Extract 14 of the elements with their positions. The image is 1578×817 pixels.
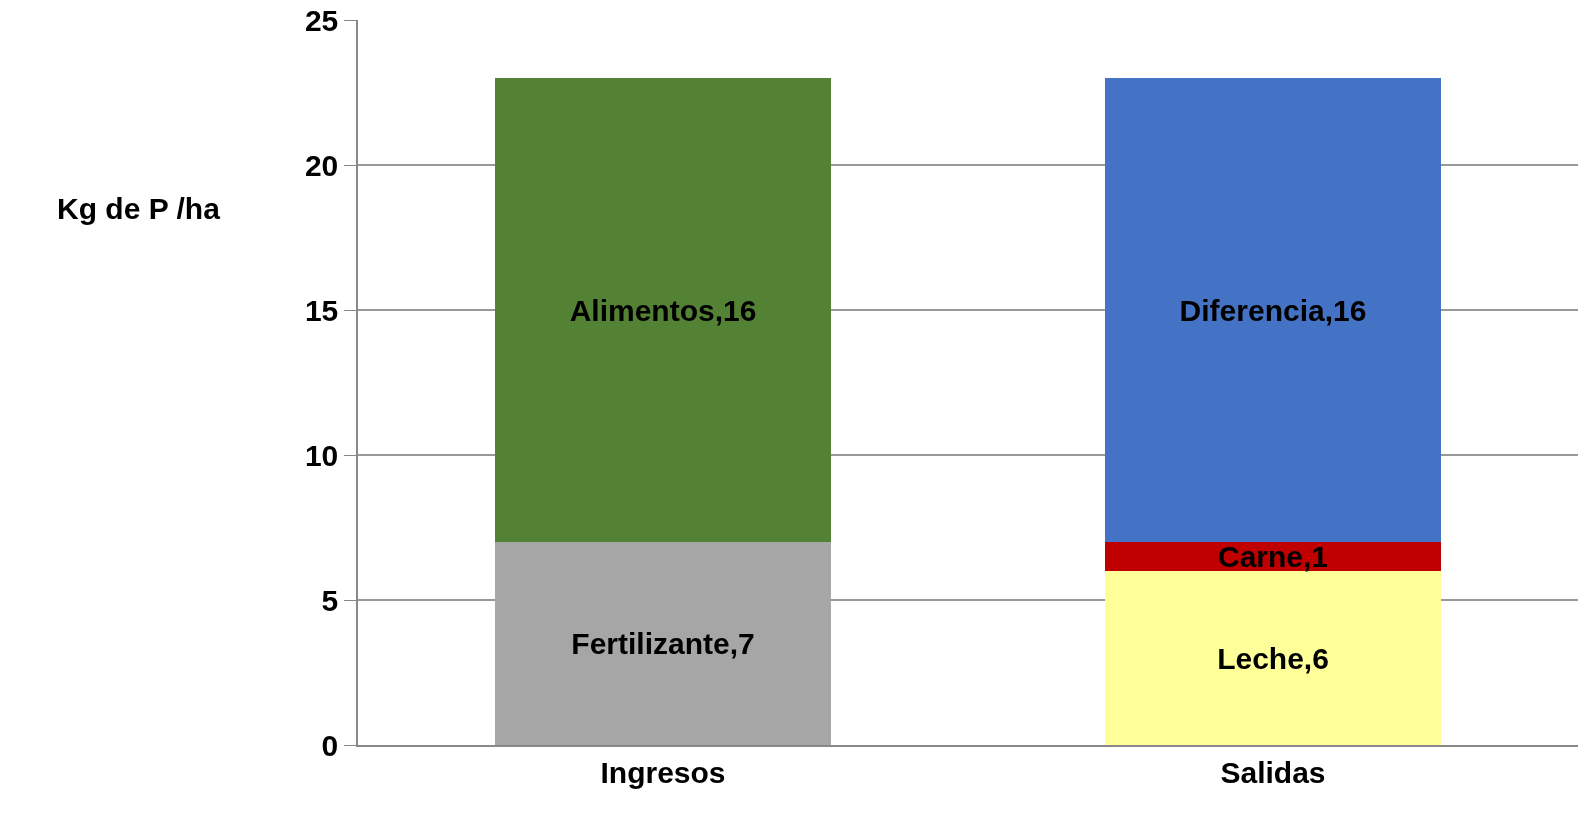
y-tick-label: 10 [304, 438, 339, 472]
y-tick-label: 5 [321, 583, 339, 617]
y-tick-label: 0 [321, 728, 339, 762]
y-tick-label: 25 [304, 3, 339, 37]
data-label: Fertilizante,7 [571, 627, 755, 660]
y-tick-label: 20 [304, 148, 339, 182]
data-label: Alimentos,16 [569, 293, 757, 327]
y-tick-label: 15 [304, 293, 339, 327]
x-tick-label: Salidas [1220, 755, 1326, 789]
data-label: Carne,1 [1217, 540, 1329, 573]
data-label: Leche,6 [1217, 641, 1329, 675]
y-axis-title: Kg de P /ha [57, 192, 221, 225]
data-label: Diferencia,16 [1179, 293, 1367, 327]
x-tick-label: Ingresos [600, 755, 726, 789]
